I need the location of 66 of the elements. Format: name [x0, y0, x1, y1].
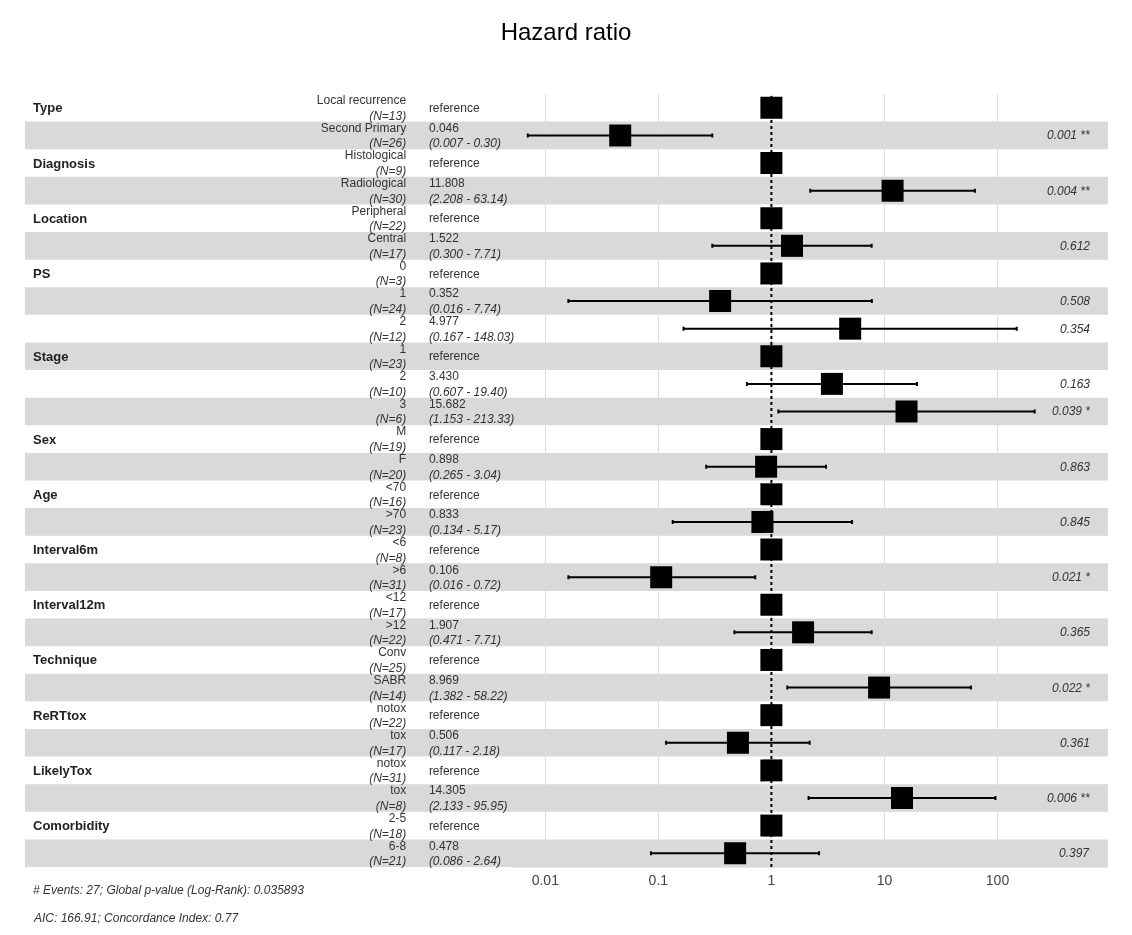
annotation: 0.354	[1060, 322, 1091, 336]
annotation: 0.397	[1059, 846, 1091, 860]
annotation: 0.863	[1060, 460, 1091, 474]
y-tick-label: Central (N=17)	[367, 231, 407, 261]
y-tick-label: Local recurrence (N=13)	[316, 93, 407, 123]
y2-tick-label: reference	[428, 542, 480, 557]
text: # Events: 27; Global p-value (Log-Rank): 0.035893	[33, 883, 305, 897]
chart-title: Hazard ratio	[500, 18, 632, 46]
x-tick-label: 0.1	[648, 871, 669, 888]
y2-tick-label: 0.106 (0.016 - 0.72)	[428, 562, 501, 593]
y2-tick-label: 8.969 (1.382 - 58.22)	[428, 672, 508, 703]
y2-tick-label: 1.522 (0.300 - 7.71)	[428, 231, 501, 261]
text: Type	[33, 100, 63, 115]
text: Comorbidity	[33, 818, 111, 833]
text: LikelyTox	[33, 763, 93, 778]
annotation: 0.845	[1060, 515, 1091, 529]
annotation: 0.022 *	[1052, 681, 1091, 695]
y-tick-label: Radiological (N=30)	[340, 176, 407, 206]
y2-tick-label: reference	[428, 432, 480, 447]
annotation: 0.006 **	[1047, 791, 1091, 805]
y2-tick-label: reference	[428, 266, 480, 281]
annotation: 0.039 *	[1052, 404, 1091, 418]
y2-tick-label: reference	[428, 597, 480, 612]
x-tick-label: 1	[767, 871, 776, 888]
y2-tick-label: reference	[428, 653, 480, 668]
x-tick-label: 10	[876, 871, 893, 888]
annotation: 0.004 **	[1047, 184, 1091, 198]
text: Interval12m	[33, 597, 106, 612]
y2-tick-label: reference	[428, 101, 480, 115]
y2-tick-label: reference	[428, 156, 480, 171]
text: Technique	[33, 652, 98, 667]
text: ReRTtox	[33, 708, 88, 723]
text: Interval6m	[33, 542, 99, 557]
annotation: 0.612	[1060, 239, 1091, 253]
annotation: 0.365	[1060, 625, 1091, 639]
y2-tick-label: reference	[428, 487, 480, 502]
annotation: 0.361	[1060, 736, 1091, 750]
text: Location	[33, 211, 88, 226]
y2-tick-label: 0.046 (0.007 - 0.30)	[428, 120, 501, 151]
annotation: 0.508	[1060, 294, 1091, 308]
text: Age	[33, 487, 58, 502]
y2-tick-label: 0.352 (0.016 - 7.74)	[428, 286, 501, 317]
annotation: 0.001 **	[1047, 128, 1091, 142]
text: PS	[33, 266, 51, 281]
y2-tick-label: 0.506 (0.117 - 2.18)	[428, 728, 501, 758]
y2-tick-label: 14.305 (2.133 - 95.95)	[428, 783, 508, 813]
y2-tick-label: 0.478 (0.086 - 2.64)	[428, 838, 501, 869]
x-tick-label: 100	[985, 871, 1010, 888]
text: Diagnosis	[33, 156, 96, 171]
y2-tick-label: 0.833 (0.134 - 5.17)	[428, 507, 501, 537]
x-tick-label: 0.01	[531, 871, 560, 888]
text: Stage	[33, 349, 69, 364]
y2-tick-label: reference	[428, 211, 480, 226]
y2-tick-label: reference	[428, 708, 480, 723]
y2-tick-label: 1.907 (0.471 - 7.71)	[428, 617, 501, 648]
y-tick-label: Histological (N=9)	[344, 148, 407, 179]
y2-tick-label: reference	[428, 818, 480, 833]
y2-tick-label: 11.808 (2.208 - 63.14)	[428, 176, 508, 206]
annotation: 0.163	[1060, 377, 1091, 391]
y2-tick-label: reference	[428, 349, 480, 364]
text: Sex	[33, 432, 57, 447]
y2-tick-label: 3.430 (0.607 - 19.40)	[428, 369, 508, 399]
text: AIC: 166.91; Concordance Index: 0.77	[33, 911, 240, 925]
y2-tick-label: reference	[428, 763, 480, 778]
y2-tick-label: 0.898 (0.265 - 3.04)	[428, 452, 501, 482]
annotation: 0.021 *	[1052, 570, 1091, 584]
